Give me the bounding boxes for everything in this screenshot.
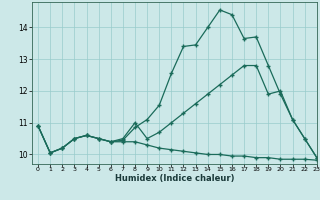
X-axis label: Humidex (Indice chaleur): Humidex (Indice chaleur) [115,174,234,183]
